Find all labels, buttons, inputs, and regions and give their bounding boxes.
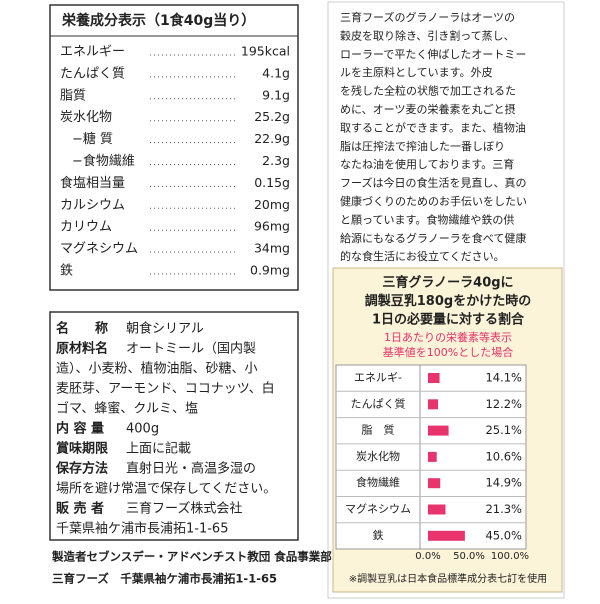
chart-title: 三育グラノーラ40gに [382,275,513,291]
product-value: 場所を避け常温で保存してください。 [56,482,276,497]
product-box [49,311,299,541]
nutrient-value: 96mg [254,219,290,234]
nutrient-value: 20mg [254,197,290,212]
product-value: 千葉県袖ケ浦市長浦拓1-1-65 [56,521,228,537]
category-label: 鉄 [373,528,384,542]
product-value: 造）、小麦粉、植物油脂、砂糖、小 [56,361,258,377]
product-label: 内 容 量 [56,421,104,437]
nutrition-title: 栄養成分表示（1食40g当り） [61,12,255,29]
category-label: 脂 質 [362,423,395,437]
chart-title: 調製豆乳180gをかけた時の [365,293,531,309]
nutrient-value: 34mg [254,241,290,256]
category-label: エネルギ- [354,371,402,384]
value-label: 21.3% [485,502,522,516]
chart-subtitle: 基準値を100%とした場合 [383,345,513,359]
value-label: 45.0% [485,528,522,542]
product-value: 400g [126,422,159,437]
description-line: 穀皮を取り除き、引き割って蒸し、 [340,28,515,42]
x-tick-label: 100.0% [491,551,529,562]
nutrient-name: 食塩相当量 [60,175,125,191]
value-label: 25.1% [485,423,522,437]
product-value: 三育フーズ株式会社 [126,501,242,517]
nutrient-name: マグネシウム [60,242,138,257]
value-label: 14.9% [485,476,522,490]
product-value: 上面に記載 [126,441,191,457]
description-line: なたね油を使用しております。三育 [340,157,514,171]
nutrition-box [49,4,299,291]
nutrient-value: 4.1g [262,65,290,80]
bar [428,399,439,410]
description-line: 給源にもなるグラノーラを食べて健康 [340,231,526,245]
bar [428,451,437,462]
nutrient-value: 0.15g [254,175,290,190]
nutrient-name: 炭水化物 [60,110,112,125]
nutrient-value: 195kcal [241,44,290,59]
nutrient-value: 9.1g [262,87,290,102]
product-value: オートミール（国内製 [126,341,256,357]
description-line: めに、オーツ麦の栄養素を丸ごと摂 [340,102,515,116]
product-value: ゴマ、蜂蜜、クルミ、塩 [56,401,198,417]
nutrient-name: たんぱく質 [60,66,125,81]
nutrient-name: −食物繊維 [72,153,135,169]
description-line: と願っています。食物繊維や鉄の供 [340,212,514,226]
x-tick-label: 0.0% [415,551,440,562]
bar [428,425,449,436]
description-line: 的な食生活にお役立てください。 [340,249,505,263]
description-line: 健康づくりのためのお手伝いをしたい [340,194,527,208]
chart-note: ※調製豆乳は日本食品標準成分表七訂を使用 [349,572,547,585]
bar [428,530,465,541]
product-label: 賞味期限 [56,441,109,457]
description-line: 脂は圧搾法で搾油した一番しぼり [340,139,505,153]
category-label: たんぱく質 [351,396,406,410]
bar [428,478,441,489]
chart-title: 1日の必要量に対する割合 [372,312,525,328]
nutrient-value: 0.9mg [250,263,290,278]
description-line: 三育フーズのグラノーラはオーツの [340,10,515,24]
nutrient-name: −糖 質 [72,131,113,147]
description-line: フーズは今日の食生活を見直し、真の [340,176,526,190]
value-label: 14.1% [485,371,522,385]
bar [428,373,440,383]
product-label: 名 称 [56,321,108,337]
nutrient-value: 22.9g [254,131,290,146]
product-value: 麦胚芽、アーモンド、ココナッツ、白 [56,381,275,397]
description-line: 取することができます。また、植物油 [340,120,526,134]
x-tick-label: 50.0% [453,551,485,562]
product-value: 朝食シリアル [126,321,204,337]
category-label: 炭水化物 [356,449,400,463]
nutrient-value: 2.3g [262,153,290,168]
product-label: 販 売 者 [56,501,104,517]
bar [428,504,446,515]
value-label: 10.6% [485,449,522,463]
category-label: マグネシウム [345,502,411,516]
product-label: 原材料名 [56,341,108,357]
chart-subtitle: 1日あたりの栄養素等表示 [384,330,512,344]
nutrient-name: カルシウム [60,198,125,213]
footer-line: 製造者セブンスデー・アドベンチスト教団 食品事業部 [51,550,332,564]
description-line: ローラーで平たく伸ばしたオートミー [340,48,526,61]
product-value: 直射日光・高温多湿の [126,461,256,477]
nutrient-name: 脂質 [60,88,86,103]
nutrient-value: 25.2g [254,109,290,124]
nutrient-name: 鉄 [60,264,73,279]
description-line: を残した全粒の状態で加工されるた [340,84,516,98]
right-panel [327,1,565,599]
nutrient-name: カリウム [60,220,112,235]
nutrient-name: エネルギー [60,45,125,60]
category-label: 食物繊維 [356,475,400,489]
value-label: 12.2% [485,397,522,411]
product-label: 保存方法 [55,461,108,477]
description-line: ルを主原料としています。外皮 [340,65,493,79]
footer-line: 三育フーズ 千葉県袖ケ浦市長浦拓1-1-65 [52,572,277,586]
